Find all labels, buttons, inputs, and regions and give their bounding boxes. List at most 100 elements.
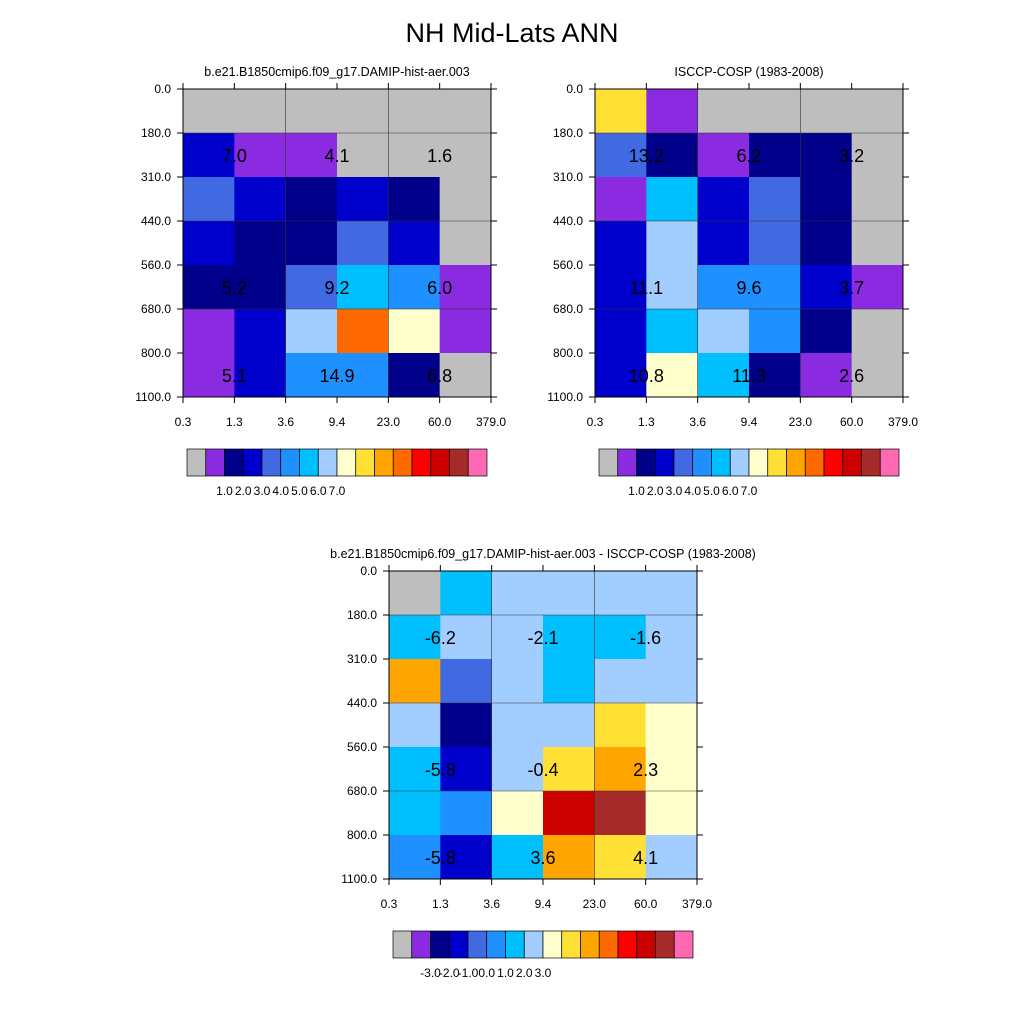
colorbar-swatch — [411, 448, 432, 477]
heatmap-cell — [645, 571, 698, 616]
data-label: -1.6 — [630, 628, 661, 648]
heatmap-cell — [595, 309, 647, 354]
heatmap-cell — [285, 89, 338, 134]
colorbar-swatch — [224, 448, 244, 477]
heatmap-cell — [337, 309, 389, 354]
heatmap-cell — [234, 221, 287, 266]
data-label: -0.4 — [527, 760, 558, 780]
heatmap-cell — [337, 133, 389, 178]
colorbar-swatch — [486, 930, 506, 959]
panel-title: b.e21.B1850cmip6.f09_g17.DAMIP-hist-aer.… — [204, 65, 469, 79]
y-tick-label: 0.0 — [154, 82, 171, 96]
heatmap-cell — [594, 571, 647, 616]
data-label: 5.1 — [222, 366, 247, 386]
heatmap-cell — [234, 265, 287, 310]
heatmap-cell — [697, 353, 750, 398]
heatmap-cell — [749, 221, 801, 266]
heatmap-cell — [800, 89, 853, 134]
colorbar-swatch — [430, 930, 450, 959]
colorbar-swatch — [673, 930, 694, 959]
heatmap-cell — [234, 309, 287, 354]
heatmap-cell — [697, 309, 750, 354]
x-tick-label: 23.0 — [789, 415, 813, 429]
colorbar-swatch — [598, 448, 619, 477]
heatmap-cell — [439, 221, 492, 266]
colorbar-swatch — [561, 930, 581, 959]
colorbar-swatch — [280, 448, 300, 477]
y-tick-label: 680.0 — [141, 302, 171, 316]
heatmap-cell — [337, 89, 389, 134]
heatmap-cell — [800, 133, 853, 178]
y-tick-label: 440.0 — [347, 696, 377, 710]
heatmap-cell — [234, 89, 287, 134]
colorbar-label: -1.0 — [458, 966, 479, 980]
colorbar-label: 6.0 — [310, 484, 327, 498]
heatmap-cell — [749, 265, 801, 310]
colorbar-swatch — [748, 448, 769, 477]
y-tick-label: 800.0 — [347, 828, 377, 842]
heatmap-cell — [285, 133, 338, 178]
heatmap-cell — [851, 89, 904, 134]
heatmap-cell — [646, 353, 699, 398]
heatmap-cell — [800, 221, 853, 266]
heatmap-cell — [697, 177, 750, 222]
heatmap-cell — [389, 659, 441, 704]
y-tick-label: 440.0 — [553, 214, 583, 228]
heatmap-cell — [183, 353, 235, 398]
heatmap-cell — [800, 353, 853, 398]
colorbar-swatch — [711, 448, 731, 477]
colorbar-swatch — [542, 930, 563, 959]
x-tick-label: 9.4 — [741, 415, 758, 429]
colorbar-swatch — [823, 448, 844, 477]
colorbar-swatch — [598, 930, 619, 959]
x-tick-label: 60.0 — [634, 897, 658, 911]
colorbar-swatch — [336, 448, 357, 477]
data-label: 9.2 — [324, 278, 349, 298]
data-label: -5.8 — [425, 848, 456, 868]
heatmap-cell — [543, 747, 595, 792]
colorbar-swatch — [392, 448, 413, 477]
y-tick-label: 800.0 — [553, 346, 583, 360]
heatmap-cell — [234, 177, 287, 222]
x-tick-label: 379.0 — [888, 415, 918, 429]
heatmap-cell — [697, 89, 750, 134]
colorbar-swatch — [580, 930, 600, 959]
colorbar-swatch — [449, 448, 469, 477]
heatmap-cell — [388, 133, 441, 178]
y-tick-label: 1100.0 — [547, 390, 583, 404]
colorbar-swatch — [786, 448, 806, 477]
heatmap-cell — [749, 89, 801, 134]
data-label: -2.1 — [527, 628, 558, 648]
x-tick-label: 60.0 — [840, 415, 864, 429]
colorbar-swatch — [411, 930, 431, 959]
heatmap-cell — [491, 659, 544, 704]
colorbar-label: 4.0 — [684, 484, 701, 498]
colorbar-swatch — [842, 448, 862, 477]
data-label: 2.3 — [633, 760, 658, 780]
colorbar-swatch — [467, 448, 488, 477]
colorbar-swatch — [804, 448, 825, 477]
data-label: 3.7 — [839, 278, 864, 298]
heatmap-cell — [389, 571, 441, 616]
y-tick-label: 560.0 — [553, 258, 583, 272]
y-tick-label: 560.0 — [141, 258, 171, 272]
x-tick-label: 3.6 — [277, 415, 294, 429]
heatmap-cell — [646, 221, 699, 266]
x-tick-label: 3.6 — [689, 415, 706, 429]
colorbar-swatch — [317, 448, 338, 477]
colorbar-swatch — [636, 930, 656, 959]
heatmap-cell — [234, 133, 287, 178]
x-tick-label: 379.0 — [682, 897, 712, 911]
heatmap-cell — [440, 703, 493, 748]
heatmap-cell — [851, 221, 904, 266]
colorbar-swatch — [242, 448, 263, 477]
data-label: 9.6 — [736, 278, 761, 298]
heatmap-cell — [800, 309, 853, 354]
data-label: -5.8 — [425, 760, 456, 780]
data-label: -6.2 — [425, 628, 456, 648]
heatmap-cell — [439, 353, 492, 398]
heatmap-cell — [389, 703, 441, 748]
colorbar-swatch — [299, 448, 319, 477]
heatmap-cell — [543, 571, 595, 616]
heatmap-cell — [594, 615, 647, 660]
